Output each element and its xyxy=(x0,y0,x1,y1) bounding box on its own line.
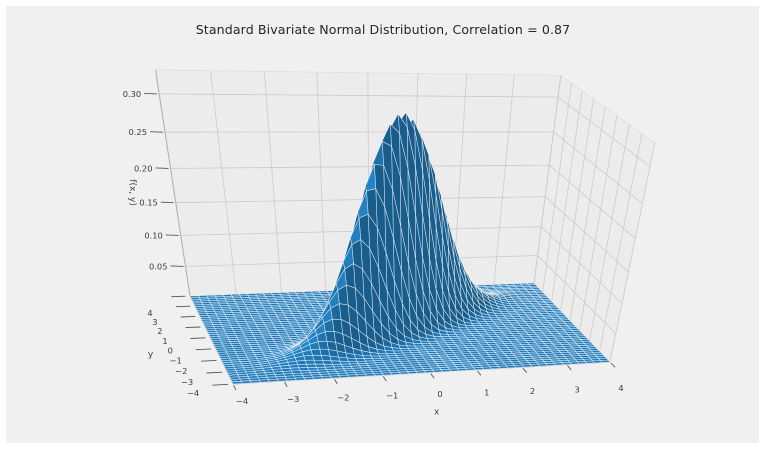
svg-text:−1: −1 xyxy=(386,391,398,401)
svg-text:1: 1 xyxy=(484,387,489,397)
svg-text:3: 3 xyxy=(152,317,157,327)
svg-text:−2: −2 xyxy=(175,366,187,376)
svg-text:4: 4 xyxy=(147,308,152,318)
svg-text:1: 1 xyxy=(162,336,167,346)
svg-text:y: y xyxy=(148,350,154,360)
svg-text:−4: −4 xyxy=(187,388,199,398)
svg-text:0.15: 0.15 xyxy=(139,198,157,208)
svg-text:4: 4 xyxy=(618,383,623,393)
svg-text:f(x, y): f(x, y) xyxy=(127,179,137,206)
svg-text:−2: −2 xyxy=(337,392,349,402)
svg-text:0: 0 xyxy=(168,346,173,356)
svg-text:x: x xyxy=(434,408,440,418)
svg-text:0.05: 0.05 xyxy=(149,261,167,271)
svg-text:−3: −3 xyxy=(287,394,299,404)
svg-text:0.25: 0.25 xyxy=(129,127,147,137)
svg-text:−3: −3 xyxy=(181,377,193,387)
svg-text:2: 2 xyxy=(530,386,535,396)
svg-text:0.10: 0.10 xyxy=(144,230,162,240)
svg-text:3: 3 xyxy=(575,384,580,394)
svg-text:0.30: 0.30 xyxy=(123,89,141,99)
svg-text:0.20: 0.20 xyxy=(134,163,152,173)
svg-text:2: 2 xyxy=(157,326,162,336)
svg-text:−4: −4 xyxy=(236,396,248,406)
svg-text:−1: −1 xyxy=(170,356,182,366)
svg-text:0: 0 xyxy=(437,389,442,399)
chart-title: Standard Bivariate Normal Distribution, … xyxy=(195,22,571,37)
